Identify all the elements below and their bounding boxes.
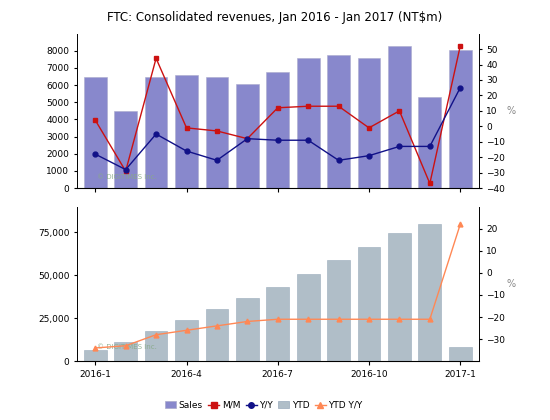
Bar bbox=[358, 247, 381, 361]
Text: %: % bbox=[507, 279, 516, 289]
Bar bbox=[419, 224, 441, 361]
Bar bbox=[206, 77, 228, 188]
Bar bbox=[358, 58, 381, 188]
Bar bbox=[449, 50, 472, 188]
Bar bbox=[266, 287, 289, 361]
Bar bbox=[327, 55, 350, 188]
Bar bbox=[114, 342, 137, 361]
Bar bbox=[236, 84, 258, 188]
Bar bbox=[175, 75, 198, 188]
Legend: Sales, M/M, Y/Y, YTD, YTD Y/Y: Sales, M/M, Y/Y, YTD, YTD Y/Y bbox=[162, 397, 366, 413]
Bar bbox=[145, 331, 168, 361]
Bar bbox=[145, 77, 168, 188]
Text: FTC: Consolidated revenues, Jan 2016 - Jan 2017 (NT$m): FTC: Consolidated revenues, Jan 2016 - J… bbox=[107, 10, 443, 24]
Bar bbox=[266, 72, 289, 188]
Bar bbox=[388, 233, 411, 361]
Bar bbox=[388, 46, 411, 188]
Text: %: % bbox=[507, 106, 516, 116]
Bar bbox=[236, 299, 258, 361]
Bar bbox=[84, 76, 107, 188]
Text: © DIGITIMES Inc.: © DIGITIMES Inc. bbox=[97, 174, 157, 180]
Bar bbox=[297, 274, 320, 361]
Bar bbox=[206, 309, 228, 361]
Bar bbox=[114, 111, 137, 188]
Bar bbox=[449, 347, 472, 361]
Text: © DIGITIMES Inc.: © DIGITIMES Inc. bbox=[97, 344, 157, 350]
Bar bbox=[175, 320, 198, 361]
Bar bbox=[327, 260, 350, 361]
Bar bbox=[297, 58, 320, 188]
Bar bbox=[419, 97, 441, 188]
Bar bbox=[84, 350, 107, 361]
